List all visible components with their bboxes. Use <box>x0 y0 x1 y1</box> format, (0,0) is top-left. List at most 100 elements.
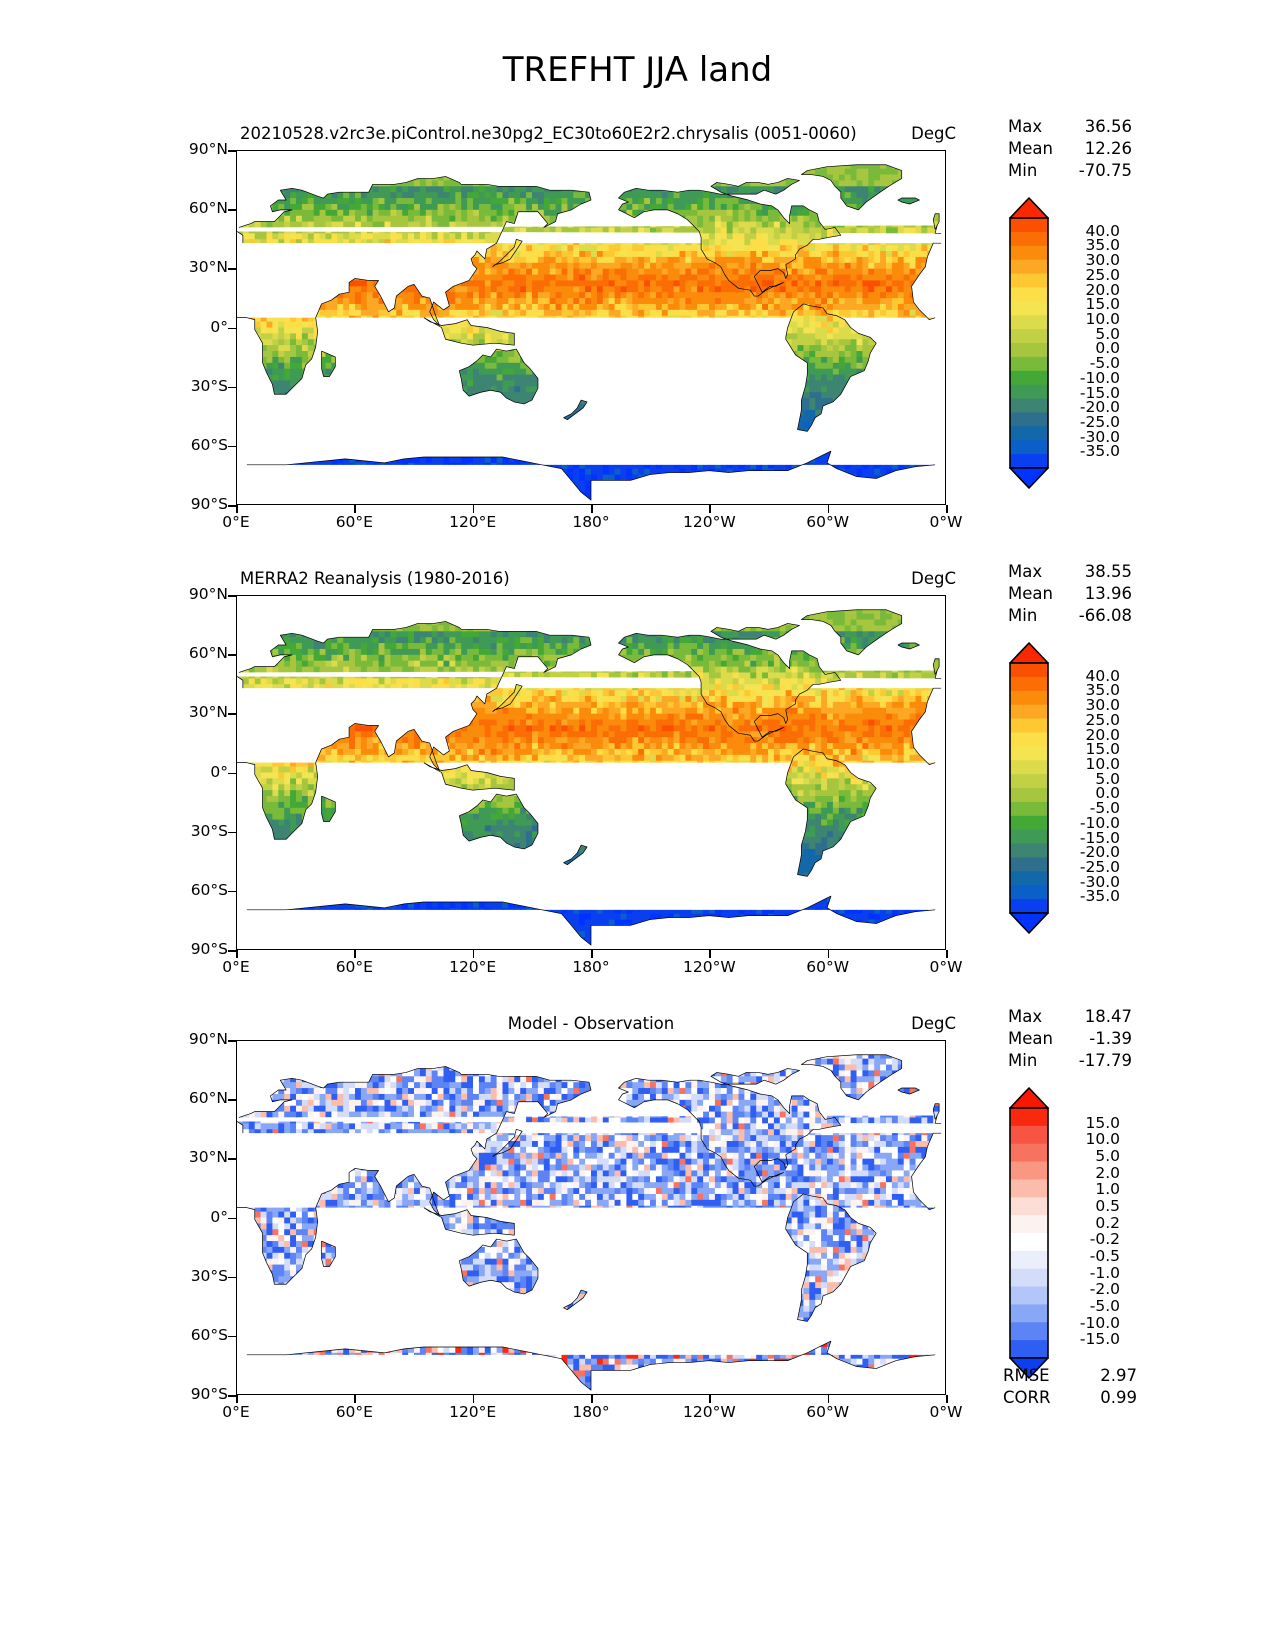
lat-tick-label: 90°S <box>168 1385 228 1403</box>
colorbar-tick: 15.0 <box>1054 1115 1120 1132</box>
lat-tick-mark <box>228 327 236 330</box>
lon-tick-label: 0°E <box>196 958 276 976</box>
colorbar-tick: -20.0 <box>1054 845 1120 861</box>
lon-tick-mark <box>354 950 356 958</box>
lon-tick-mark <box>236 505 238 513</box>
page-title: TREFHT JJA land <box>0 50 1275 90</box>
stat-key: Min <box>1008 1050 1037 1072</box>
colorbar-tick: 25.0 <box>1054 267 1120 284</box>
lat-tick-mark <box>228 654 236 656</box>
lon-tick-mark <box>472 950 475 958</box>
lat-tick-label: 60°N <box>168 199 228 217</box>
colorbar-tick: -10.0 <box>1054 370 1120 387</box>
colorbar-tick: 30.0 <box>1054 253 1120 269</box>
colorbar-tick: 35.0 <box>1054 683 1120 699</box>
lon-tick-mark <box>709 1395 711 1403</box>
colorbar-tick: -10.0 <box>1054 815 1120 832</box>
map-observation[interactable] <box>236 595 946 950</box>
colorbar-swatches <box>1009 642 1049 934</box>
lon-tick-mark <box>472 1395 475 1403</box>
stat-key: Max <box>1008 561 1042 583</box>
map-difference[interactable] <box>236 1040 946 1395</box>
stat-key: Mean <box>1008 138 1053 160</box>
lon-tick-label: 0°E <box>196 513 276 531</box>
colorbar-tick: -0.2 <box>1054 1232 1120 1248</box>
lon-tick-mark <box>827 505 830 513</box>
panel-units-label: DegC <box>896 569 956 588</box>
lat-tick-label: 30°S <box>168 822 228 840</box>
lon-tick-label: 180° <box>551 513 631 531</box>
lon-tick-mark <box>472 505 475 513</box>
colorbar-tick: -5.0 <box>1054 356 1120 372</box>
stat-value: 13.96 <box>1060 583 1132 605</box>
lat-tick-label: 0° <box>168 763 228 781</box>
lat-tick-label: 60°S <box>168 1326 228 1344</box>
panel-caption: 20210528.v2rc3e.piControl.ne30pg2_EC30to… <box>240 124 857 143</box>
colorbar-tick: -5.0 <box>1054 1298 1120 1315</box>
lon-tick-label: 180° <box>551 1403 631 1421</box>
colorbar-tick: 5.0 <box>1054 1148 1120 1165</box>
panel-caption: MERRA2 Reanalysis (1980-2016) <box>240 569 510 588</box>
colorbar-tick: -30.0 <box>1054 874 1120 891</box>
lon-tick-label: 120°E <box>433 513 513 531</box>
colorbar-tick: -20.0 <box>1054 400 1120 416</box>
lon-tick-mark <box>827 1395 830 1403</box>
colorbar-temperature: 40.0 35.0 30.0 25.0 20.0 15.0 10.0 5.0 0.0 -5.0 -1… <box>1008 196 1120 494</box>
lon-tick-label: 60°W <box>788 513 868 531</box>
lat-tick-label: 30°N <box>168 1148 228 1166</box>
colorbar-tick: -15.0 <box>1054 385 1120 402</box>
colorbar-tick: -30.0 <box>1054 429 1120 446</box>
stat-key: Max <box>1008 1006 1042 1028</box>
lat-tick-mark <box>228 1099 236 1101</box>
lat-tick-mark <box>228 386 236 389</box>
lat-tick-mark <box>228 209 236 211</box>
lat-tick-mark <box>228 1335 236 1338</box>
lon-tick-label: 120°W <box>669 1403 749 1421</box>
colorbar-tick: 2.0 <box>1054 1165 1120 1182</box>
lon-tick-label: 120°W <box>669 513 749 531</box>
map-model[interactable] <box>236 150 946 505</box>
metric-key: CORR <box>1003 1387 1050 1409</box>
colorbar-tick: 20.0 <box>1054 727 1120 744</box>
lon-tick-label: 60°E <box>314 958 394 976</box>
lon-tick-label: 60°E <box>314 513 394 531</box>
colorbar-tick: 5.0 <box>1054 326 1120 343</box>
lon-tick-mark <box>709 950 711 958</box>
colorbar-tick: 0.0 <box>1054 341 1120 357</box>
lon-tick-label: 60°E <box>314 1403 394 1421</box>
lat-tick-mark <box>228 150 236 152</box>
colorbar-tick: 0.0 <box>1054 786 1120 802</box>
lon-tick-label: 120°E <box>433 1403 513 1421</box>
colorbar-tick: -0.5 <box>1054 1248 1120 1265</box>
colorbar-tick: 5.0 <box>1054 771 1120 788</box>
lon-tick-label: 180° <box>551 958 631 976</box>
panel-caption: Model - Observation <box>236 1014 946 1033</box>
lon-tick-mark <box>354 505 356 513</box>
colorbar-tick: 15.0 <box>1054 742 1120 758</box>
colorbar-temperature: 40.0 35.0 30.0 25.0 20.0 15.0 10.0 5.0 0.0 -5.0 -1… <box>1008 641 1120 939</box>
colorbar-swatches <box>1009 197 1049 489</box>
colorbar-tick: 10.0 <box>1054 311 1120 328</box>
lon-tick-label: 120°W <box>669 958 749 976</box>
lat-tick-mark <box>228 1158 236 1160</box>
lon-tick-mark <box>236 1395 238 1403</box>
stat-key: Mean <box>1008 583 1053 605</box>
colorbar-tick: -35.0 <box>1054 889 1120 905</box>
lon-tick-mark <box>946 950 948 958</box>
stat-key: Max <box>1008 116 1042 138</box>
colorbar-difference: 15.0 10.0 5.0 2.0 1.0 0.5 0.2 -0.2 -0.5 -1.0 -2.0-… <box>1008 1086 1120 1384</box>
lat-tick-mark <box>228 595 236 597</box>
stat-key: Min <box>1008 605 1037 627</box>
lat-tick-label: 30°S <box>168 377 228 395</box>
colorbar-tick: -35.0 <box>1054 444 1120 460</box>
lon-tick-label: 0°W <box>906 958 986 976</box>
lon-tick-label: 120°E <box>433 958 513 976</box>
colorbar-tick: 10.0 <box>1054 756 1120 773</box>
colorbar-tick: 0.2 <box>1054 1215 1120 1232</box>
lon-tick-mark <box>591 505 593 513</box>
metric-value: 0.99 <box>1065 1387 1137 1409</box>
colorbar-tick: -10.0 <box>1054 1315 1120 1332</box>
colorbar-tick: 35.0 <box>1054 238 1120 254</box>
stat-value: -70.75 <box>1060 160 1132 182</box>
lat-tick-label: 90°S <box>168 495 228 513</box>
